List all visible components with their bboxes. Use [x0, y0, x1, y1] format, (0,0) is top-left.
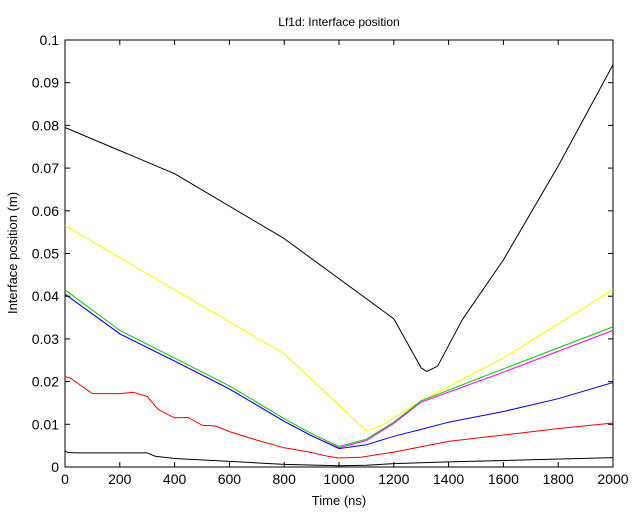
y-axis-label: Interface position (m): [5, 192, 20, 314]
x-axis-label: Time (ns): [312, 493, 366, 508]
y-tick-label: 0.03: [32, 331, 59, 347]
y-tick-label: 0.07: [32, 160, 59, 176]
x-tick-label: 600: [218, 471, 242, 487]
x-tick-label: 400: [163, 471, 187, 487]
y-tick-label: 0.04: [32, 288, 59, 304]
series-line-2: [64, 225, 614, 432]
x-tick-label: 200: [108, 471, 132, 487]
series-line-6: [64, 376, 614, 459]
series-line-5: [64, 293, 614, 450]
axis-layer: 0 200 400 600 800 1000 1200 1400 1600 1800 2000 0 0.…: [32, 32, 629, 487]
series-line-1: [64, 64, 614, 372]
x-tick-label: 1400: [433, 471, 464, 487]
x-tick-label: 2000: [597, 471, 628, 487]
y-tick-label: 0.1: [40, 32, 60, 48]
y-tick-label: 0.05: [32, 246, 59, 262]
y-tick-label: 0.01: [32, 416, 59, 432]
x-tick-label: 1600: [488, 471, 519, 487]
series-layer: [64, 64, 614, 467]
x-tick-label: 1200: [378, 471, 409, 487]
x-tick-label: 1800: [543, 471, 574, 487]
y-tick-label: 0.08: [32, 117, 59, 133]
y-tick-label: 0.09: [32, 75, 59, 91]
y-tick-label: 0.02: [32, 374, 59, 390]
x-tick-label: 800: [273, 471, 297, 487]
x-tick-label: 1000: [323, 471, 354, 487]
plot-area: [64, 39, 614, 468]
y-tick-label: 0.06: [32, 203, 59, 219]
series-line-3: [64, 289, 614, 447]
chart-title: Lf1d: Interface position: [278, 15, 399, 29]
y-tick-label: 0: [51, 459, 59, 475]
x-tick-label: 0: [61, 471, 69, 487]
